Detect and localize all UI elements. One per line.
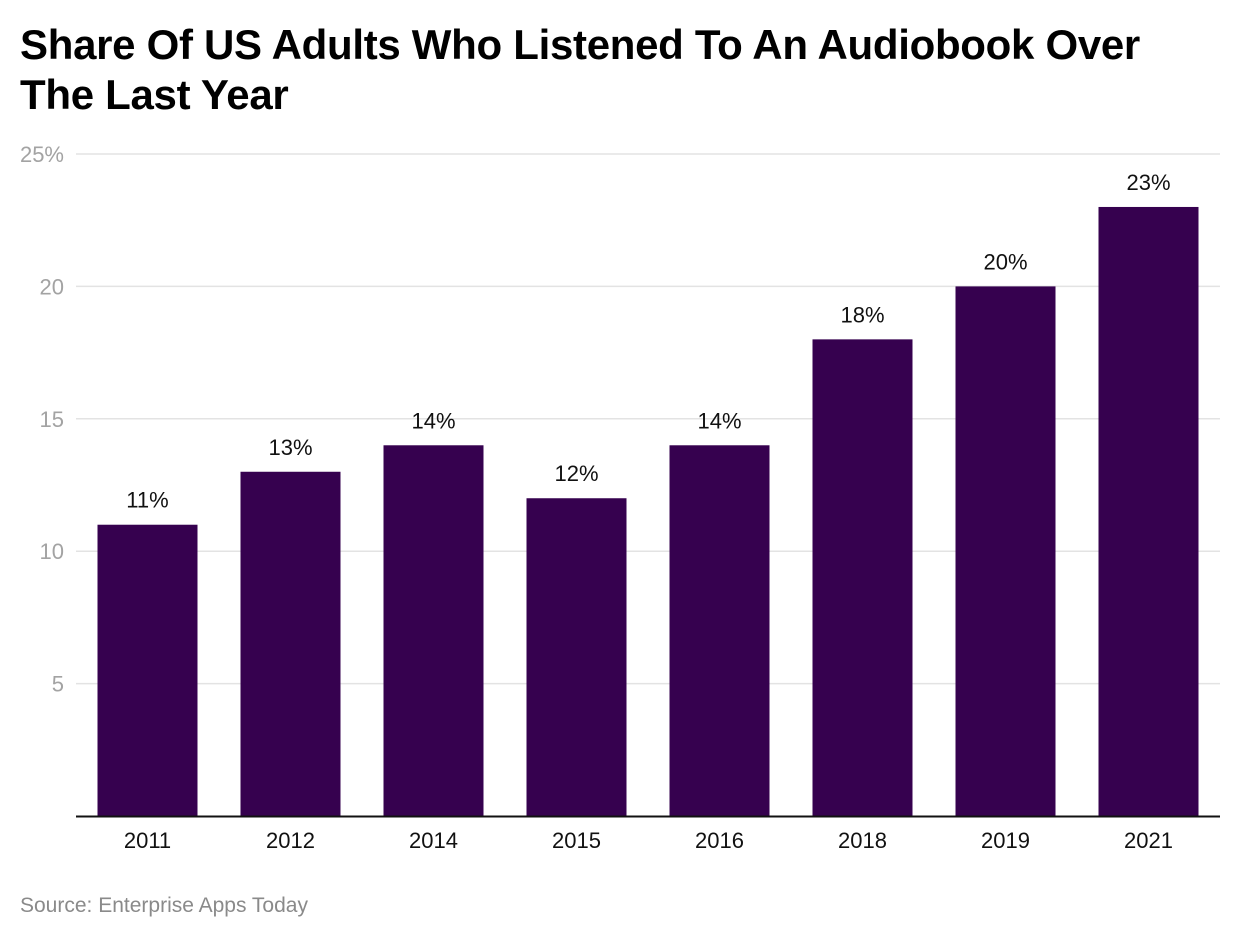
- bar-value-labels: 11% 13% 14% 12% 14% 18% 20% 23%: [126, 170, 1170, 513]
- x-tick-label-2016: 2016: [695, 828, 744, 853]
- y-tick-label-15: 15: [40, 407, 64, 432]
- y-tick-label-10: 10: [40, 539, 64, 564]
- bar-2019: [955, 286, 1056, 816]
- x-tick-label-2011: 2011: [124, 828, 171, 853]
- bar-2014: [383, 445, 484, 816]
- bar-value-label-2011: 11%: [126, 488, 168, 513]
- bar-value-label-2012: 13%: [268, 435, 312, 460]
- bar-value-label-2018: 18%: [840, 302, 884, 327]
- bar-value-label-2014: 14%: [411, 408, 455, 433]
- bar-value-label-2016: 14%: [697, 408, 741, 433]
- x-tick-label-2012: 2012: [266, 828, 315, 853]
- y-tick-label-25: 25%: [20, 142, 64, 167]
- x-tick-label-2014: 2014: [409, 828, 458, 853]
- bar-2015: [526, 498, 627, 816]
- bar-value-label-2021: 23%: [1126, 170, 1170, 195]
- x-tick-label-2015: 2015: [552, 828, 601, 853]
- source-note: Source: Enterprise Apps Today: [20, 894, 308, 917]
- x-tick-label-2018: 2018: [838, 828, 887, 853]
- bar-2016: [669, 445, 770, 816]
- bar-2011: [97, 524, 198, 816]
- chart-title: Share Of US Adults Who Listened To An Au…: [20, 21, 1140, 118]
- bars: [97, 206, 1199, 816]
- y-tick-label-20: 20: [40, 274, 64, 299]
- y-tick-label-5: 5: [52, 672, 64, 697]
- x-tick-label-2021: 2021: [1124, 828, 1173, 853]
- bar-value-label-2015: 12%: [554, 461, 598, 486]
- x-tick-label-2019: 2019: [981, 828, 1030, 853]
- bar-value-label-2019: 20%: [983, 249, 1027, 274]
- bar-2021: [1098, 206, 1199, 816]
- x-axis-tick-labels: 2011 2012 2014 2015 2016 2018 2019 2021: [124, 828, 1173, 853]
- y-axis-tick-labels: 5 10 15 20 25%: [20, 142, 64, 697]
- bar-2012: [240, 471, 341, 816]
- bar-2018: [812, 339, 913, 816]
